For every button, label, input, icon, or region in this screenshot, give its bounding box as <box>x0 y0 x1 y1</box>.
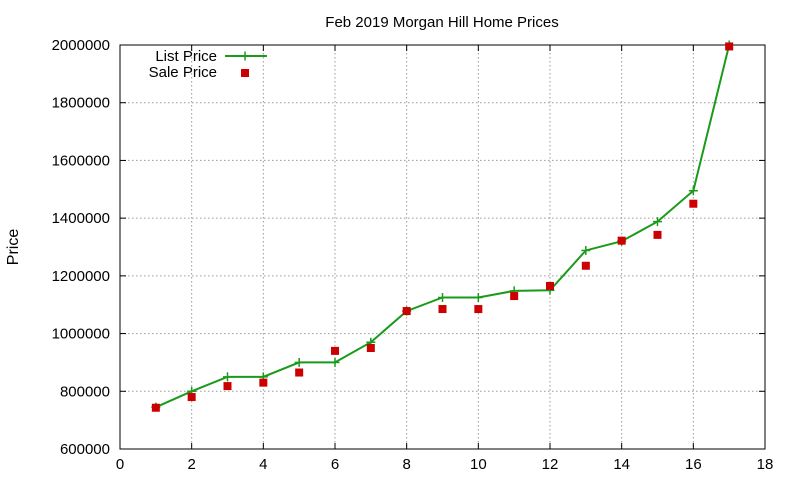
x-tick-label: 8 <box>402 456 410 473</box>
y-tick-label: 600000 <box>60 441 110 458</box>
y-tick-label: 1800000 <box>52 95 110 112</box>
legend-plus-swatch <box>240 51 250 61</box>
legend-label: Sale Price <box>149 64 217 81</box>
list-price-point <box>653 217 662 227</box>
y-tick-label: 1000000 <box>52 326 110 343</box>
y-axis-label: Price <box>5 229 22 266</box>
sale-price-point <box>546 281 554 290</box>
y-tick-label: 800000 <box>60 383 110 400</box>
sale-price-point <box>223 382 232 391</box>
x-tick-label: 14 <box>613 456 630 473</box>
x-tick-label: 4 <box>259 456 267 473</box>
legend-label: List Price <box>155 48 217 65</box>
x-tick-label: 10 <box>470 456 487 473</box>
y-tick-label: 1600000 <box>52 152 110 169</box>
sale-price-point <box>331 346 339 355</box>
list-price-point <box>473 293 483 302</box>
y-tick-label: 1400000 <box>52 210 110 227</box>
tick-labels: 0 2 4 6 8 10 12 14 16 18 600000 800000 1000000 120000… <box>52 37 774 473</box>
x-tick-label: 6 <box>331 456 339 473</box>
sale-price-point <box>402 307 411 316</box>
sale-price-point <box>510 292 519 301</box>
sale-price-point <box>295 368 304 377</box>
data-series <box>151 40 734 412</box>
x-tick-label: 12 <box>542 456 559 473</box>
series-sale-price <box>151 42 734 412</box>
x-tick-label: 16 <box>685 456 702 473</box>
legend-item-list-price: List Price <box>155 48 267 65</box>
x-tick-label: 0 <box>116 456 124 473</box>
sale-price-point <box>438 305 447 314</box>
x-tick-label: 2 <box>187 456 195 473</box>
sale-price-point <box>581 261 590 270</box>
list-price-point <box>581 245 591 255</box>
y-tick-label: 1200000 <box>52 268 110 285</box>
sale-price-point <box>689 199 698 208</box>
y-tick-label: 2000000 <box>52 37 110 54</box>
sale-price-point <box>259 378 268 387</box>
list-price-point <box>330 357 340 367</box>
sale-price-point <box>366 344 375 352</box>
sale-price-point <box>725 42 734 51</box>
list-price-point <box>294 357 304 367</box>
sale-price-point <box>474 305 483 314</box>
legend-square-swatch <box>241 69 249 77</box>
sale-price-point <box>151 403 160 412</box>
x-tick-label: 18 <box>757 456 774 473</box>
list-price-point <box>223 372 232 382</box>
sale-price-point <box>617 236 626 245</box>
grid-lines <box>120 45 765 449</box>
list-price-point <box>688 186 698 196</box>
chart-title: Feb 2019 Morgan Hill Home Prices <box>325 14 558 31</box>
plot-border <box>119 44 766 450</box>
legend-item-sale-price: Sale Price <box>149 64 249 81</box>
list-price-point <box>438 293 447 302</box>
axes <box>119 44 766 450</box>
sale-price-point <box>653 230 662 239</box>
sale-price-point <box>187 393 196 402</box>
